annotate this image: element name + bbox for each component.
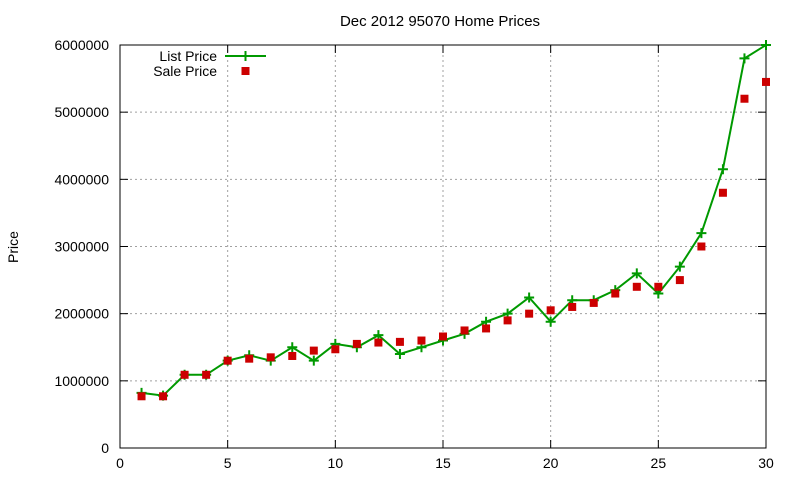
sale-price-point [180, 370, 189, 379]
list-price-point [631, 268, 642, 279]
sale-price-point [654, 282, 663, 291]
list-price-point [524, 292, 535, 303]
grid [120, 45, 766, 448]
sale-price-point [589, 298, 598, 307]
legend-label-sale-price: Sale Price [153, 63, 217, 79]
sale-price-point [762, 77, 770, 86]
axis-ticks: 0 1000000 2000000 3000000 4000000 5000000 6000… [54, 37, 774, 471]
sale-price-point [331, 345, 340, 354]
legend-label-list-price: List Price [159, 48, 217, 64]
sale-price-point [352, 339, 361, 348]
sale-price-point [288, 351, 297, 360]
sale-price-point [374, 338, 383, 347]
legend-marker-list-price [240, 51, 251, 61]
sale-price-point [395, 337, 404, 346]
x-tick-label: 20 [543, 455, 559, 471]
list-price-point [373, 330, 384, 341]
y-tick-label: 6000000 [54, 37, 109, 53]
series-line-list-price [141, 44, 767, 397]
sale-price-point [675, 276, 684, 285]
x-tick-label: 10 [328, 455, 344, 471]
x-tick-label: 5 [224, 455, 232, 471]
list-price-point [394, 348, 405, 359]
sale-price-point [740, 94, 749, 103]
list-price-point [739, 53, 750, 64]
list-price-point [287, 342, 298, 353]
sale-price-point [568, 302, 577, 311]
sale-price-point [460, 326, 469, 335]
x-tick-label: 25 [651, 455, 667, 471]
sale-price-point [417, 336, 426, 345]
sale-price-point [525, 309, 534, 318]
legend-marker-sale-price [241, 67, 250, 75]
sale-price-point [611, 289, 620, 298]
series-layer [136, 40, 771, 401]
x-tick-label: 15 [435, 455, 451, 471]
list-price-point [696, 228, 707, 239]
sale-price-point [503, 316, 512, 325]
y-axis-label: Price [5, 231, 21, 263]
x-tick-label: 30 [758, 455, 774, 471]
list-price-point [761, 40, 771, 50]
y-tick-label: 4000000 [54, 171, 109, 187]
sale-price-point [718, 188, 727, 197]
sale-price-point [697, 242, 706, 251]
sale-price-point [223, 356, 232, 365]
y-tick-label: 3000000 [54, 239, 109, 255]
list-price-point [308, 355, 319, 366]
sale-price-point [482, 324, 491, 333]
sale-price-point [439, 332, 447, 341]
chart-title: Dec 2012 95070 Home Prices [340, 13, 540, 30]
sale-price-point [632, 282, 641, 291]
y-tick-label: 0 [101, 440, 109, 456]
y-tick-label: 2000000 [54, 306, 109, 322]
list-price-point [545, 316, 556, 327]
x-tick-label: 0 [116, 455, 124, 471]
list-price-point [674, 261, 685, 272]
y-tick-label: 1000000 [54, 373, 109, 389]
sale-price-point [546, 306, 555, 315]
sale-price-point [137, 392, 146, 401]
legend: List Price Sale Price [153, 48, 266, 79]
sale-price-point [266, 353, 275, 362]
sale-price-point [159, 392, 168, 401]
y-tick-label: 5000000 [54, 104, 109, 120]
sale-price-point [309, 346, 318, 355]
list-price-point [717, 164, 728, 175]
sale-price-point [245, 354, 254, 363]
sale-price-point [202, 370, 211, 379]
